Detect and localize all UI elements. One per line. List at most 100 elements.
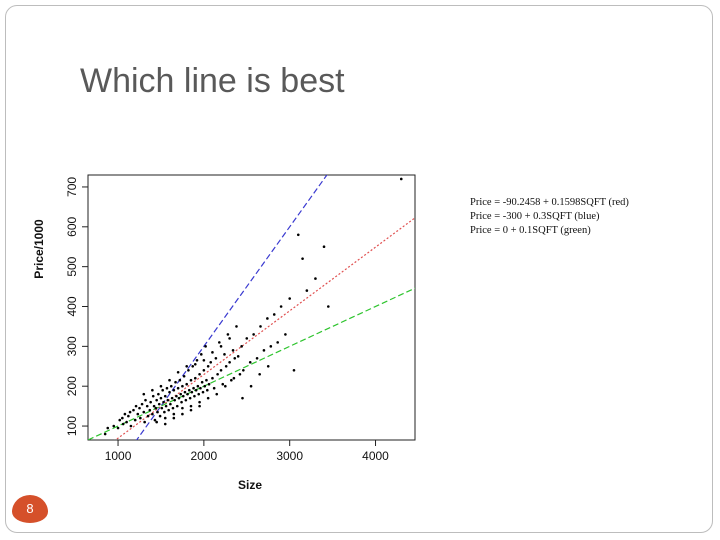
data-point [249,384,253,388]
data-point [123,412,127,416]
data-point [199,386,202,390]
data-point [148,408,152,412]
data-point [173,398,176,402]
data-point [206,364,210,368]
data-point [171,406,175,410]
data-point [241,396,244,400]
data-point [301,257,304,260]
y-tick-label: 500 [65,256,79,276]
data-point [224,384,227,388]
data-point [142,410,146,414]
data-point [128,410,132,414]
data-point [174,380,177,384]
data-point [276,341,279,344]
data-point [193,362,197,366]
data-point [189,404,193,408]
data-point [145,404,149,408]
data-point [198,400,201,404]
data-point [228,360,231,364]
data-point [167,408,170,412]
data-point [116,426,120,430]
data-point [164,404,168,408]
data-point [238,372,242,376]
data-point [209,360,213,364]
data-point [134,404,138,408]
data-point [142,392,146,396]
data-point [266,364,270,368]
data-point [292,368,296,372]
data-point [279,305,283,308]
data-point [181,384,184,388]
data-point [159,396,163,400]
data-point [399,177,403,181]
data-point [205,378,208,382]
data-point [166,398,170,402]
data-point [118,418,122,422]
data-point [172,416,176,420]
data-point [219,345,223,348]
data-point [162,400,165,404]
data-point [155,398,158,402]
data-point [175,394,178,398]
data-point [188,396,192,400]
data-point [230,378,233,382]
equation-red: Price = -90.2458 + 0.1598SQFT (red) [470,197,629,208]
data-point [163,410,166,414]
data-point [194,388,198,392]
data-point [168,378,171,382]
data-point [242,368,245,372]
slide-frame [5,5,713,533]
data-point [288,297,291,300]
data-point [204,345,207,348]
green-fit-line [88,287,415,440]
data-point [236,355,240,358]
data-point [163,416,167,420]
data-point [189,378,193,382]
data-point [184,398,188,402]
data-point [228,337,231,340]
data-point [133,418,137,422]
data-point [138,406,141,410]
data-point [187,368,190,372]
data-point [223,353,226,356]
data-point [206,396,210,400]
data-point [216,372,219,376]
data-point [155,420,158,424]
slide-number-badge: 8 [12,495,48,523]
data-point [140,402,144,406]
slide-title: Which line is best [80,62,345,100]
data-point [231,349,235,352]
data-point [199,353,203,356]
data-point [159,384,163,388]
data-point [172,388,176,392]
y-tick-label: 400 [65,296,79,316]
equation-blue: Price = -300 + 0.3SQFT (blue) [470,211,600,222]
data-point [192,386,195,390]
data-point [153,418,157,422]
data-point [284,333,287,336]
data-point [121,422,125,426]
data-point [182,374,186,378]
data-point [189,408,193,412]
data-point [151,394,155,398]
data-point [233,357,237,360]
y-tick-label: 100 [65,416,79,436]
data-point [198,372,201,376]
data-point [193,394,196,398]
data-point [203,384,207,388]
data-point [322,245,326,249]
data-point [170,396,174,400]
data-point [198,404,201,408]
data-point [146,414,150,418]
data-point [266,317,269,320]
data-point [157,402,161,406]
data-point [214,357,218,360]
data-point [151,388,154,392]
data-point [211,351,214,354]
data-point [172,412,176,416]
data-point [186,392,189,396]
data-point [248,360,252,364]
data-point [156,410,159,414]
data-point [129,424,133,428]
data-point [144,398,147,402]
